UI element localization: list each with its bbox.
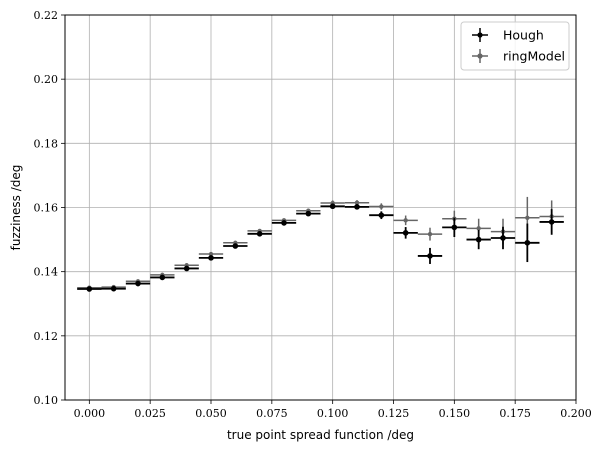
data-point <box>378 212 385 218</box>
x-tick-label: 0.075 <box>256 407 288 420</box>
data-point <box>476 226 481 231</box>
legend: Hough ringModel <box>460 21 570 71</box>
data-point <box>548 219 555 225</box>
x-tick-label: 0.000 <box>74 407 106 420</box>
data-point <box>232 243 239 249</box>
y-axis-label: fuzziness /deg <box>9 165 23 251</box>
data-point <box>500 235 506 241</box>
y-tick-label: 0.14 <box>34 266 59 279</box>
data-point <box>86 286 93 292</box>
y-tick-label: 0.10 <box>34 394 59 407</box>
x-tick-label: 0.100 <box>317 407 349 420</box>
y-tick-label: 0.12 <box>34 330 59 343</box>
data-point <box>354 200 360 205</box>
x-tick-label: 0.150 <box>439 407 471 420</box>
data-point <box>379 204 384 209</box>
x-tick-label: 0.175 <box>499 407 531 420</box>
x-tick-label: 0.125 <box>378 407 410 420</box>
data-point <box>427 253 433 259</box>
y-tick-label: 0.20 <box>34 73 59 86</box>
data-point <box>208 251 214 257</box>
series-layer <box>77 196 564 292</box>
x-axis-label: true point spread function /deg <box>227 428 414 442</box>
data-point <box>281 220 287 226</box>
legend-label: Hough <box>503 28 544 43</box>
legend-item-ringmodel: ringModel <box>472 49 565 64</box>
data-point <box>451 224 458 231</box>
legend-label: ringModel <box>503 49 565 64</box>
data-point <box>110 285 117 292</box>
y-tick-label: 0.18 <box>34 137 59 150</box>
data-point <box>402 230 409 236</box>
series-hough <box>77 203 564 292</box>
legend-marker-point <box>477 53 483 59</box>
data-point <box>427 231 433 237</box>
data-point <box>475 236 482 243</box>
legend-item-hough: Hough <box>472 28 544 43</box>
ticks: 0.000 0.025 0.050 0.075 0.100 0.125 0.150 0.175… <box>34 9 592 420</box>
legend-marker-point <box>477 32 483 38</box>
data-point <box>256 231 263 237</box>
data-point <box>354 204 360 210</box>
data-point <box>403 218 408 223</box>
data-point <box>524 239 531 246</box>
x-tick-label: 0.050 <box>195 407 227 420</box>
x-tick-label: 0.025 <box>134 407 166 420</box>
data-point <box>159 274 166 281</box>
legend-box <box>460 21 570 71</box>
data-point <box>183 265 190 272</box>
y-tick-label: 0.22 <box>34 9 59 22</box>
data-point <box>305 210 312 217</box>
data-point <box>329 203 336 210</box>
y-tick-label: 0.16 <box>34 202 59 215</box>
x-tick-label: 0.200 <box>560 407 592 420</box>
data-point <box>208 255 214 261</box>
data-point <box>135 280 141 287</box>
data-point <box>525 215 530 220</box>
